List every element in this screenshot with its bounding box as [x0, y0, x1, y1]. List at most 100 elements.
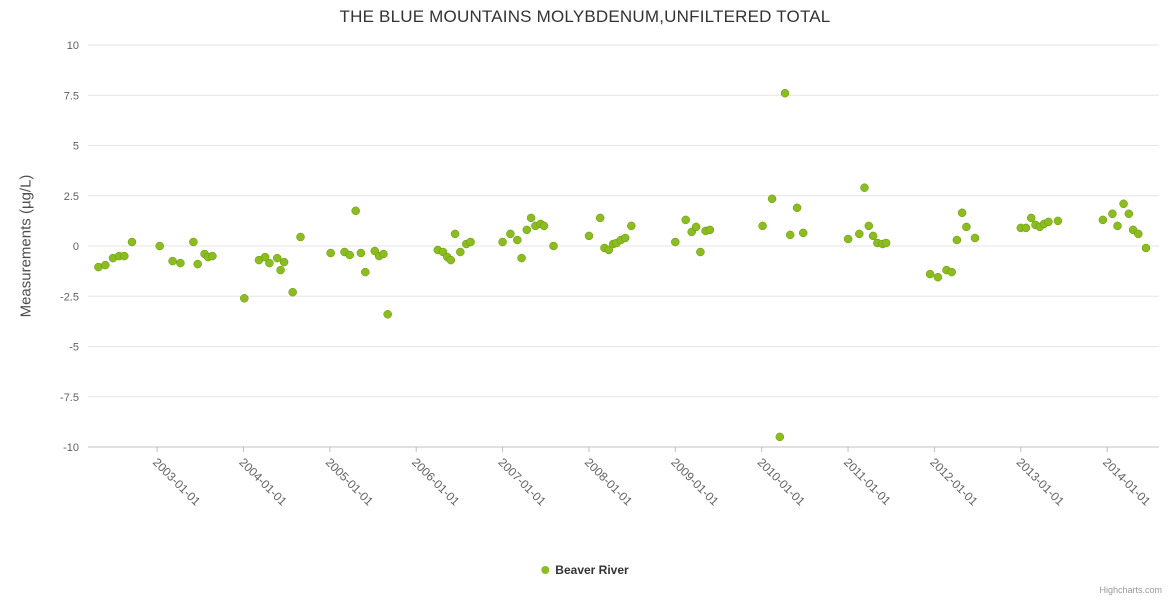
data-point[interactable]: [758, 221, 767, 231]
data-point[interactable]: [798, 228, 808, 238]
data-point[interactable]: [584, 231, 594, 241]
data-point[interactable]: [604, 245, 614, 255]
data-point[interactable]: [506, 229, 515, 239]
data-point[interactable]: [450, 229, 460, 239]
data-point[interactable]: [296, 232, 305, 242]
data-point[interactable]: [176, 258, 185, 268]
data-point[interactable]: [785, 230, 795, 240]
data-point[interactable]: [691, 222, 701, 232]
data-point[interactable]: [383, 310, 392, 319]
data-point[interactable]: [526, 213, 536, 223]
data-point[interactable]: [864, 221, 874, 231]
y-axis-tick-label: 0: [73, 241, 79, 253]
x-axis-tick-label: 2005-01-01: [323, 455, 377, 509]
y-axis-tick-label: 10: [67, 40, 79, 52]
data-point[interactable]: [962, 222, 971, 232]
y-axis-tick-label: -2.5: [60, 291, 79, 303]
data-point[interactable]: [208, 251, 217, 261]
data-point[interactable]: [933, 272, 943, 282]
data-point[interactable]: [681, 215, 690, 225]
y-axis-tick-label: -7.5: [60, 392, 79, 404]
data-point[interactable]: [272, 253, 282, 263]
data-point[interactable]: [1108, 209, 1117, 219]
data-point[interactable]: [780, 88, 790, 98]
data-point[interactable]: [345, 250, 354, 260]
y-axis-tick-label: -5: [69, 342, 79, 354]
data-point[interactable]: [288, 287, 297, 297]
data-point[interactable]: [326, 248, 335, 258]
data-point[interactable]: [466, 237, 475, 247]
data-point[interactable]: [1141, 243, 1151, 253]
data-point[interactable]: [767, 194, 777, 204]
data-point[interactable]: [1113, 221, 1122, 231]
data-point[interactable]: [925, 269, 935, 279]
data-point[interactable]: [351, 206, 360, 216]
data-point[interactable]: [671, 237, 680, 247]
data-point[interactable]: [446, 255, 456, 265]
legend-label: Beaver River: [555, 563, 629, 577]
x-axis-tick-label: 2007-01-01: [495, 455, 549, 509]
data-point[interactable]: [1053, 216, 1063, 226]
data-point[interactable]: [1098, 215, 1108, 225]
data-point[interactable]: [498, 237, 507, 247]
data-point[interactable]: [868, 231, 878, 241]
data-point[interactable]: [456, 247, 465, 257]
x-axis-tick-label: 2006-01-01: [409, 455, 463, 509]
y-axis-tick-label: 2.5: [64, 191, 79, 203]
data-point[interactable]: [970, 233, 980, 243]
data-point[interactable]: [513, 235, 522, 245]
x-axis-tick-label: 2013-01-01: [1014, 455, 1068, 509]
data-point[interactable]: [620, 233, 630, 243]
highcharts-credits-link[interactable]: Highcharts.com: [1099, 585, 1162, 595]
data-point[interactable]: [1044, 217, 1053, 227]
data-point[interactable]: [276, 265, 285, 275]
data-point[interactable]: [860, 183, 869, 192]
x-axis-tick-label: 2008-01-01: [582, 455, 636, 509]
legend-marker-icon: [541, 566, 550, 574]
data-point[interactable]: [947, 267, 956, 277]
legend-item-beaver-river[interactable]: Beaver River: [541, 563, 629, 577]
data-point[interactable]: [1124, 209, 1134, 219]
x-axis-tick-label: 2003-01-01: [150, 455, 204, 509]
x-axis-tick-label: 2010-01-01: [755, 455, 809, 509]
data-point[interactable]: [855, 229, 864, 239]
data-point[interactable]: [522, 225, 532, 235]
data-point[interactable]: [361, 267, 370, 277]
y-axis-tick-label: 5: [73, 141, 79, 153]
data-point[interactable]: [775, 432, 785, 442]
data-point[interactable]: [189, 237, 198, 247]
data-point[interactable]: [627, 221, 636, 231]
data-point[interactable]: [356, 248, 366, 258]
data-point[interactable]: [539, 221, 549, 231]
x-axis-tick-label: 2011-01-01: [841, 455, 894, 508]
data-point[interactable]: [240, 294, 249, 303]
data-point[interactable]: [705, 225, 715, 235]
data-point[interactable]: [168, 256, 177, 266]
data-point[interactable]: [279, 257, 289, 267]
data-point[interactable]: [155, 241, 164, 251]
data-point[interactable]: [379, 249, 388, 259]
data-point[interactable]: [696, 247, 705, 257]
data-point[interactable]: [517, 253, 526, 263]
data-point[interactable]: [957, 208, 967, 218]
data-point[interactable]: [881, 238, 891, 248]
data-point[interactable]: [260, 252, 270, 262]
data-point[interactable]: [120, 251, 129, 261]
data-point[interactable]: [1134, 229, 1143, 239]
data-point[interactable]: [843, 234, 853, 244]
data-point[interactable]: [1021, 223, 1031, 233]
data-point[interactable]: [1119, 199, 1128, 209]
x-axis-tick-label: 2004-01-01: [236, 455, 290, 509]
data-point[interactable]: [1026, 213, 1036, 223]
y-axis-tick-label: -10: [63, 442, 79, 454]
data-point[interactable]: [193, 259, 202, 269]
x-axis-tick-label: 2009-01-01: [668, 455, 722, 509]
data-point[interactable]: [549, 241, 558, 251]
data-point[interactable]: [952, 235, 962, 245]
data-point[interactable]: [792, 203, 802, 213]
y-axis-tick-label: 7.5: [64, 90, 79, 102]
data-point[interactable]: [595, 213, 605, 223]
data-point[interactable]: [101, 260, 110, 270]
data-point[interactable]: [265, 258, 274, 268]
data-point[interactable]: [127, 237, 137, 247]
